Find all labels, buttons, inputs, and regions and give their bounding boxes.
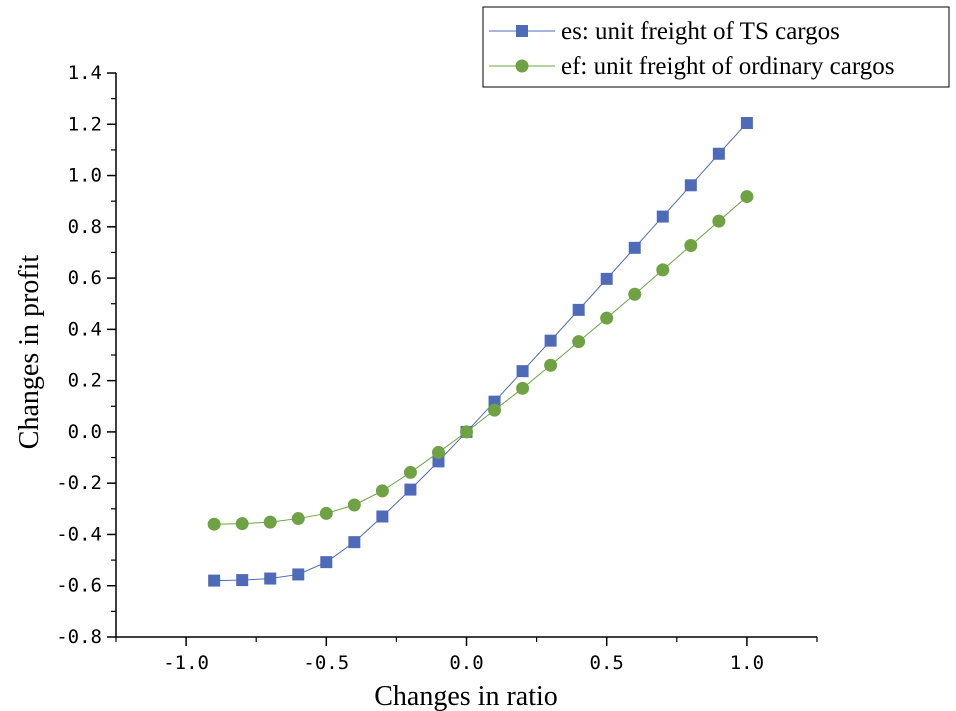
series-line	[214, 122, 748, 582]
data-point-square	[432, 455, 445, 468]
axes	[115, 73, 817, 638]
x-tick-label: -0.5	[303, 652, 349, 674]
data-point-square	[208, 574, 221, 587]
legend-marker-circle	[515, 59, 529, 73]
data-point-square	[600, 272, 613, 285]
data-point-circle	[319, 506, 333, 520]
data-point-circle	[235, 517, 249, 531]
y-tick-label: 1.0	[68, 165, 102, 187]
data-point-circle	[347, 498, 361, 512]
y-tick-label: -0.2	[56, 472, 102, 494]
data-point-circle	[431, 445, 445, 459]
data-point-square	[292, 568, 305, 581]
data-point-circle	[516, 381, 530, 395]
data-point-square	[264, 572, 277, 585]
data-point-square	[684, 179, 697, 192]
data-point-circle	[460, 425, 473, 439]
y-tick-label: -0.8	[56, 626, 102, 648]
series-layer	[207, 116, 754, 587]
x-tick-label: -1.0	[163, 652, 209, 674]
y-tick-label: 0.0	[68, 421, 102, 443]
x-tick-label: 0.5	[590, 652, 624, 674]
y-tick-label: 0.8	[68, 216, 102, 238]
x-tick-label: 1.0	[730, 652, 764, 674]
data-point-circle	[572, 335, 586, 349]
series-line	[214, 196, 748, 525]
series-1	[208, 116, 753, 587]
legend: es: unit freight of TS cargos ef: unit fr…	[482, 6, 950, 88]
legend-item-2: ef: unit freight of ordinary cargos	[489, 53, 894, 80]
y-tick-label: 0.4	[68, 318, 102, 340]
y-tick-label: 0.2	[68, 370, 102, 392]
data-point-circle	[684, 239, 698, 253]
data-point-square	[544, 334, 557, 347]
data-point-circle	[600, 311, 614, 325]
data-point-square	[740, 116, 753, 129]
data-point-circle	[628, 287, 642, 301]
data-point-square	[516, 365, 529, 378]
data-point-circle	[375, 484, 389, 498]
data-point-square	[348, 536, 361, 549]
y-tick-label: 1.2	[68, 113, 102, 135]
data-point-square	[320, 556, 333, 569]
data-point-circle	[488, 403, 502, 417]
data-point-circle	[544, 358, 558, 372]
data-point-circle	[740, 190, 754, 204]
data-point-square	[656, 210, 669, 223]
y-tick-label: -0.6	[56, 575, 102, 597]
legend-box	[482, 6, 950, 88]
y-tick-label: 0.6	[68, 267, 102, 289]
y-tick-label: -0.4	[56, 523, 102, 545]
data-point-square	[236, 574, 249, 587]
x-tick-label: 0.0	[449, 652, 483, 674]
data-point-circle	[403, 465, 417, 479]
series-2	[207, 190, 754, 531]
y-axis-title: Changes in profit	[14, 255, 45, 450]
data-point-circle	[291, 512, 305, 526]
data-point-circle	[712, 214, 726, 228]
data-point-square	[712, 147, 725, 160]
data-point-square	[376, 510, 389, 523]
legend-label: es: unit freight of TS cargos	[561, 18, 840, 45]
legend-label: ef: unit freight of ordinary cargos	[561, 53, 894, 80]
data-point-circle	[656, 263, 670, 277]
data-point-square	[628, 241, 641, 254]
data-point-square	[572, 303, 585, 316]
y-tick-label: 1.4	[68, 62, 102, 84]
x-axis-title: Changes in ratio	[374, 681, 558, 711]
legend-marker-square	[516, 25, 528, 37]
data-point-square	[404, 483, 417, 496]
data-point-circle	[207, 517, 221, 531]
legend-item-1: es: unit freight of TS cargos	[489, 18, 840, 45]
data-point-circle	[263, 515, 277, 529]
ticks: -1.0 -0.5 0.0 0.5 1.0 -0.8 -0.6 -0.4 -0.2 0.0 0.2 0…	[56, 62, 818, 674]
